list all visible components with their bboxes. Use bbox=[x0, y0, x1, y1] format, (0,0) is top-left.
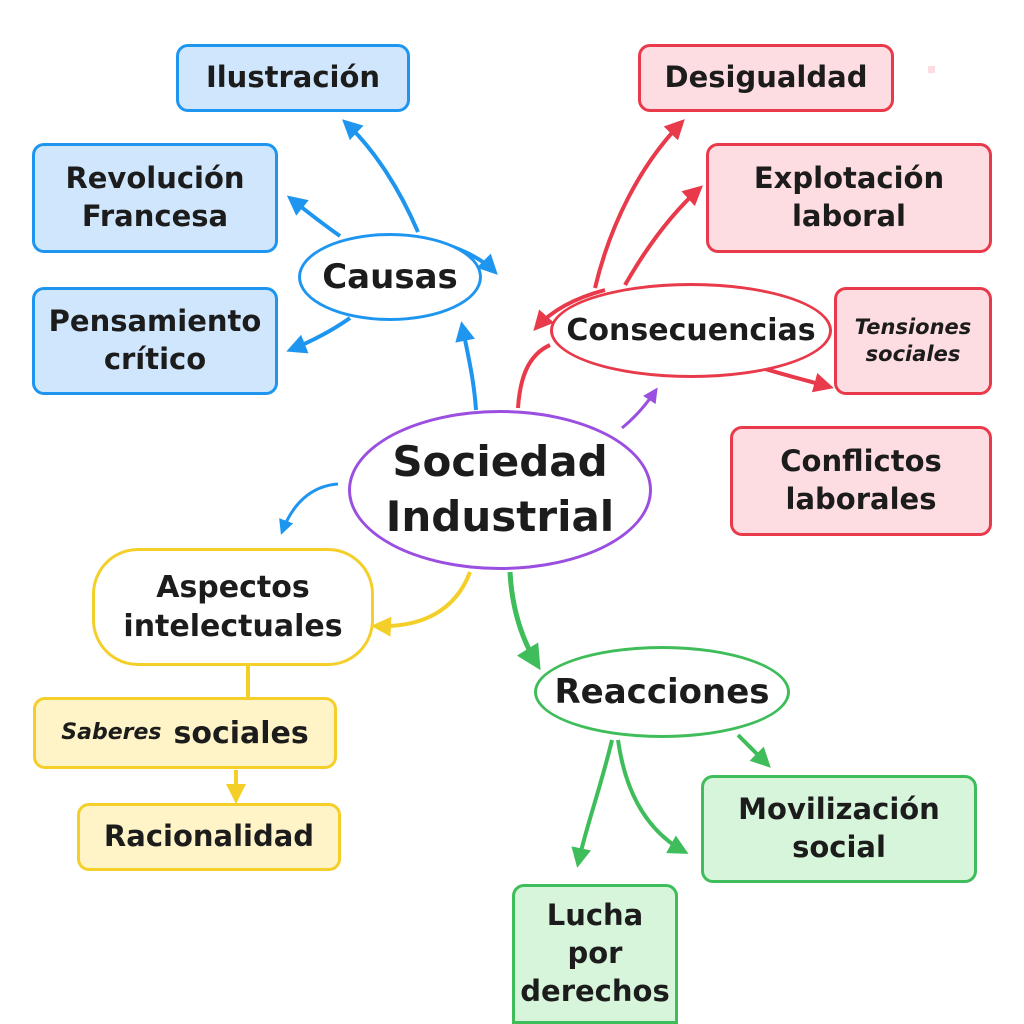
reaction-lucha-line3: derechos bbox=[520, 973, 670, 1008]
reactions-hub[interactable]: Reacciones bbox=[534, 646, 790, 738]
arrow-causes-to-pensamiento bbox=[286, 316, 352, 354]
consequences-hub[interactable]: Consecuencias bbox=[550, 283, 832, 378]
arrow-causes-to-ilustracion bbox=[342, 119, 420, 233]
consequences-hub-label: Consecuencias bbox=[566, 313, 816, 348]
intellectual-hub[interactable]: Aspectos intelectuales bbox=[92, 548, 374, 666]
reaction-movilizacion-line1: Movilización bbox=[738, 792, 940, 827]
consequence-conflictos-laborales[interactable]: Conflictos laborales bbox=[730, 426, 992, 536]
arrow-center-to-reacciones bbox=[507, 571, 541, 671]
consequence-explotacion-laboral[interactable]: Explotación laboral bbox=[706, 143, 992, 253]
pink-dot bbox=[928, 66, 935, 73]
arrow-center-to-aspectos bbox=[279, 482, 339, 535]
consequence-desigualdad-label: Desigualdad bbox=[664, 60, 868, 95]
cause-pensamiento-critico[interactable]: Pensamiento crítico bbox=[32, 287, 278, 395]
consequence-tensiones-line1: Tensiones bbox=[854, 314, 972, 339]
arrow-reacciones-to-lucha bbox=[571, 739, 614, 868]
consequence-desigualdad[interactable]: Desigualdad bbox=[638, 44, 894, 112]
arrow-center-to-causes bbox=[455, 321, 478, 411]
consequence-conflictos-line1: Conflictos bbox=[780, 444, 942, 479]
cause-ilustracion[interactable]: Ilustración bbox=[176, 44, 410, 112]
racionalidad-label: Racionalidad bbox=[103, 819, 315, 854]
reaction-lucha-line1: Lucha bbox=[546, 898, 644, 933]
arrow-center-to-consecuencias bbox=[516, 343, 551, 409]
consequence-explotacion-line2: laboral bbox=[791, 199, 906, 233]
cause-revolucion-francesa[interactable]: Revolución Francesa bbox=[32, 143, 278, 253]
intellectual-saberes-sociales[interactable]: Saberes sociales bbox=[33, 697, 337, 769]
arrow-causes-to-revolucion bbox=[286, 195, 342, 238]
reaction-movilizacion-social[interactable]: Movilización social bbox=[701, 775, 977, 883]
arrow-center-to-aspectos-yellow bbox=[371, 571, 472, 637]
consequence-conflictos-line2: laborales bbox=[785, 482, 937, 516]
reaction-lucha-line2: por bbox=[567, 936, 623, 971]
consequence-explotacion-line1: Explotación bbox=[753, 161, 945, 196]
cause-ilustracion-label: Ilustración bbox=[205, 60, 381, 95]
arrow-consecuencias-to-explotacion bbox=[623, 185, 703, 286]
reaction-lucha-por-derechos[interactable]: Lucha por derechos bbox=[512, 884, 678, 1024]
arrow-reacciones-to-movilizacion-2 bbox=[616, 739, 689, 854]
cause-revolucion-line1: Revolución bbox=[65, 161, 245, 196]
arrow-consecuencias-loop bbox=[533, 288, 606, 331]
saberes-word-label: sociales bbox=[173, 715, 309, 751]
intellectual-racionalidad[interactable]: Racionalidad bbox=[77, 803, 341, 871]
arrow-center-to-consequences-purple bbox=[621, 387, 658, 430]
reactions-hub-label: Reacciones bbox=[554, 671, 770, 712]
causes-hub-label: Causas bbox=[322, 256, 458, 297]
consequence-tensiones-line2: sociales bbox=[865, 342, 961, 366]
arrow-reacciones-to-movilizacion bbox=[736, 733, 771, 768]
center-line2: Industrial bbox=[385, 492, 615, 541]
reaction-movilizacion-line2: social bbox=[792, 830, 886, 864]
cause-revolucion-line2: Francesa bbox=[81, 199, 229, 233]
arrow-consecuencias-to-desigualdad bbox=[593, 119, 685, 289]
saberes-italic-label: Saberes bbox=[61, 719, 162, 745]
arrow-consecuencias-to-tensiones bbox=[761, 366, 834, 393]
intellectual-hub-line2: intelectuales bbox=[123, 609, 343, 644]
center-line1: Sociedad bbox=[392, 437, 608, 487]
causes-hub[interactable]: Causas bbox=[298, 233, 482, 321]
center-node[interactable]: Sociedad Industrial bbox=[348, 410, 652, 570]
intellectual-hub-line1: Aspectos bbox=[156, 570, 310, 605]
consequence-tensiones-sociales[interactable]: Tensiones sociales bbox=[834, 287, 992, 395]
cause-pensamiento-line1: Pensamiento bbox=[48, 304, 262, 339]
cause-pensamiento-line2: crítico bbox=[103, 342, 207, 376]
